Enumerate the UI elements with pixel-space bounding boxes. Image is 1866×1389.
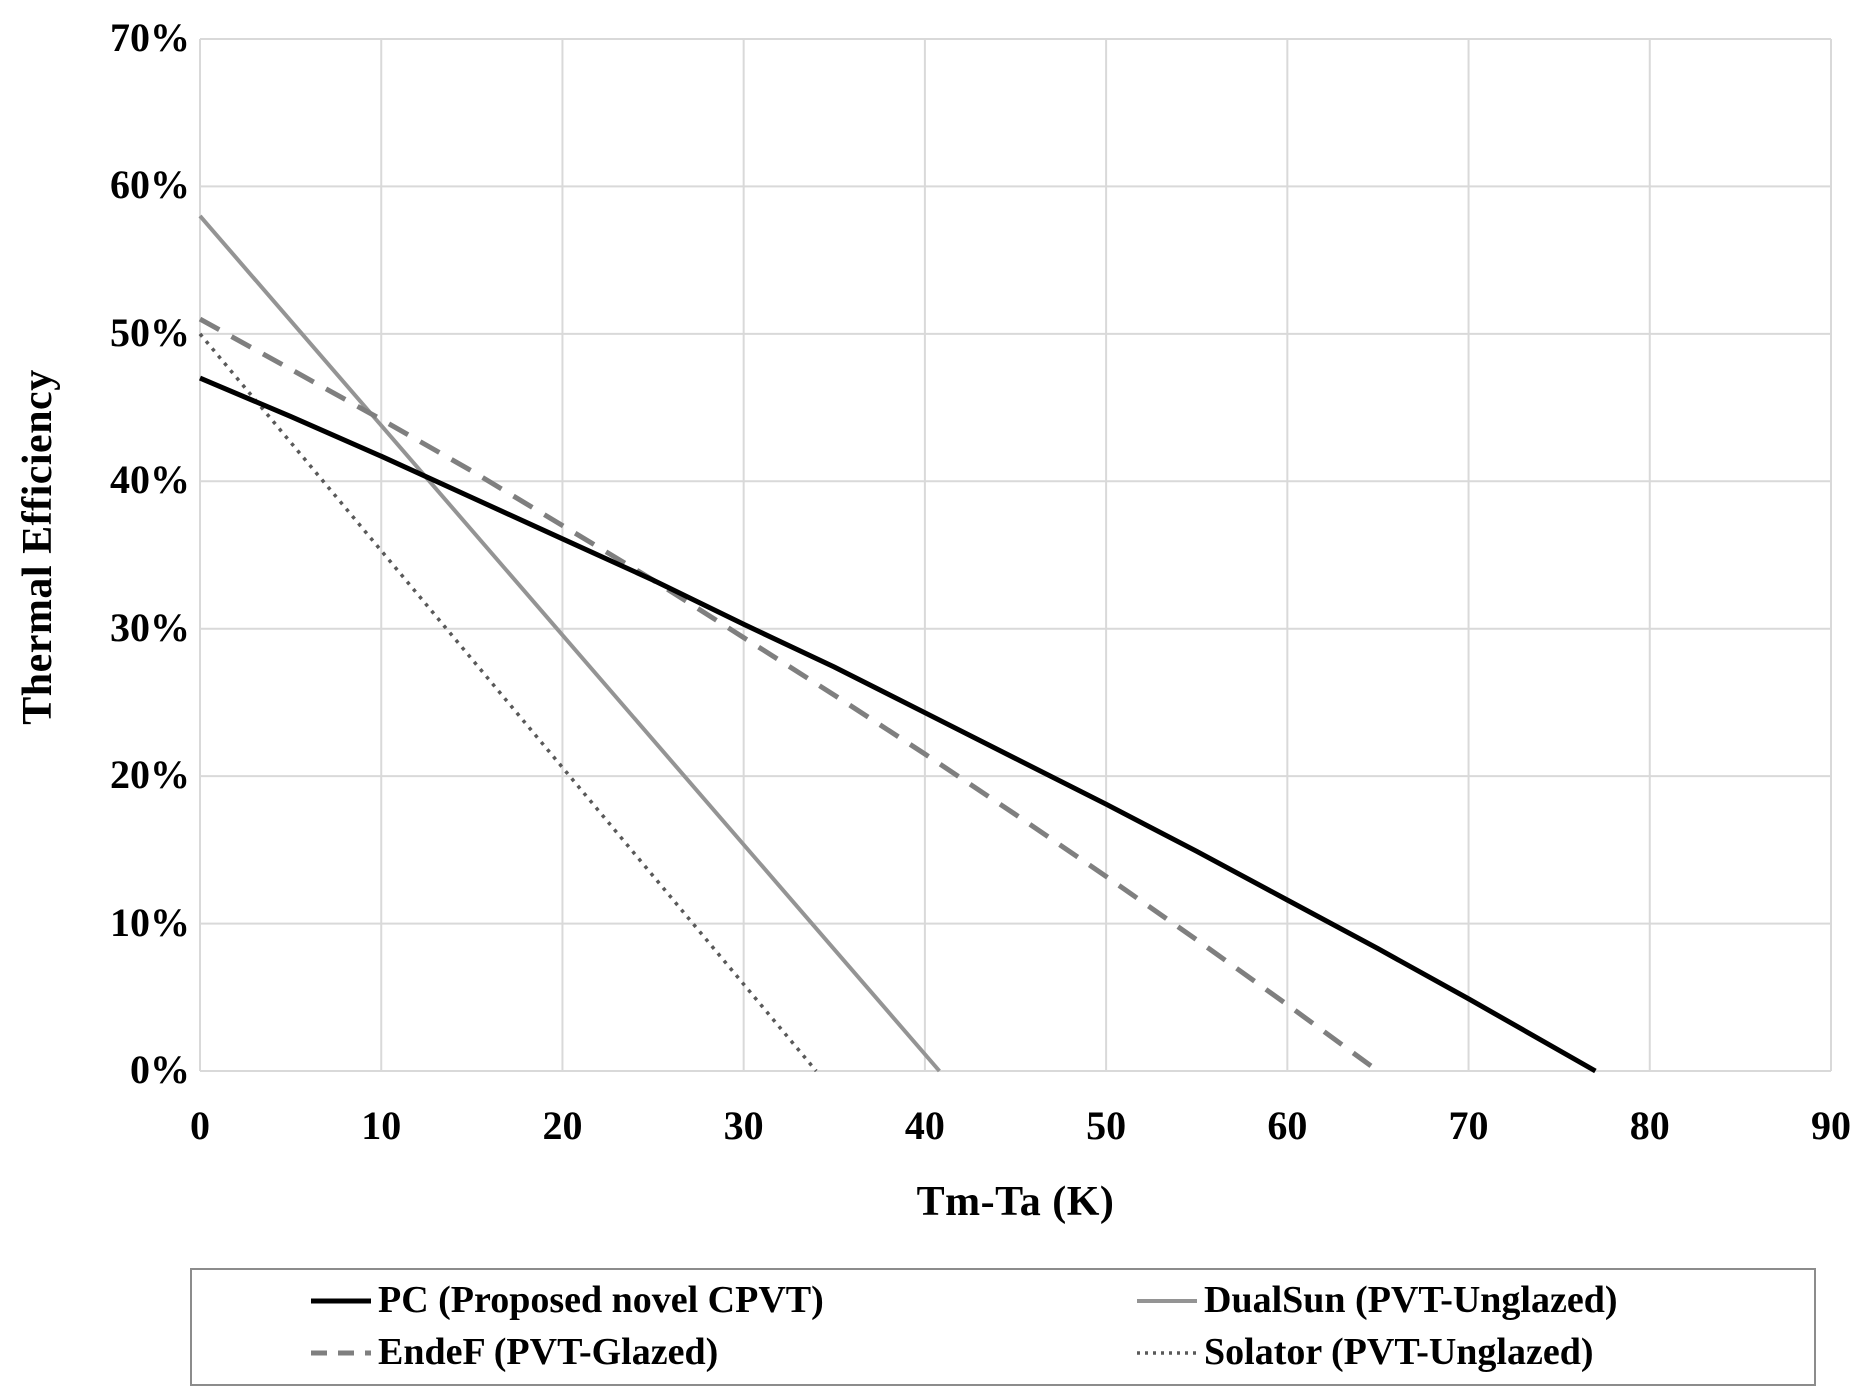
- legend: PC (Proposed novel CPVT) DualSun (PVT-Ung…: [190, 1268, 1816, 1386]
- series-line-2: [198, 214, 941, 1073]
- legend-marker-dotted-line: [1137, 1351, 1197, 1355]
- x-tick-label: 30: [723, 1103, 764, 1148]
- x-tick-label: 90: [1811, 1103, 1851, 1148]
- y-tick-label: 60%: [110, 162, 190, 208]
- series-line-3: [198, 316, 1380, 1074]
- legend-item: DualSun (PVT-Unglazed): [1003, 1279, 1814, 1322]
- x-tick-label: 60: [1267, 1103, 1308, 1148]
- x-tick-label: 10: [361, 1103, 402, 1148]
- y-tick-label: 50%: [110, 310, 190, 356]
- legend-label: Solator (PVT-Unglazed): [1204, 1331, 1594, 1373]
- legend-item: Solator (PVT-Unglazed): [1003, 1331, 1814, 1374]
- legend-item: PC (Proposed novel CPVT): [192, 1279, 1003, 1322]
- y-tick-label: 30%: [110, 604, 190, 650]
- series-line-4: [198, 332, 818, 1073]
- series-line-1: [199, 375, 1597, 1074]
- x-tick-label: 20: [542, 1103, 583, 1148]
- y-tick-label: 20%: [110, 752, 190, 798]
- legend-item: EndeF (PVT-Glazed): [192, 1331, 1003, 1374]
- x-axis-title: Tm-Ta (K): [916, 1179, 1115, 1225]
- x-tick-label: 50: [1086, 1103, 1127, 1148]
- x-tick-label: 80: [1629, 1103, 1670, 1148]
- y-tick-label: 10%: [110, 899, 190, 945]
- legend-label: DualSun (PVT-Unglazed): [1204, 1279, 1618, 1322]
- legend-label: PC (Proposed novel CPVT): [378, 1279, 824, 1322]
- legend-label: EndeF (PVT-Glazed): [378, 1331, 719, 1373]
- x-tick-label: 40: [904, 1103, 945, 1148]
- y-tick-label: 70%: [110, 15, 190, 61]
- x-tick-label: 0: [190, 1103, 210, 1148]
- legend-marker-solid-line: [311, 1298, 371, 1304]
- legend-marker-dashed-line: [311, 1350, 371, 1356]
- x-tick-label: 70: [1448, 1103, 1489, 1148]
- y-tick-label: 40%: [110, 457, 190, 503]
- legend-marker-solid-line: [1137, 1299, 1197, 1304]
- y-tick-label: 0%: [130, 1047, 190, 1093]
